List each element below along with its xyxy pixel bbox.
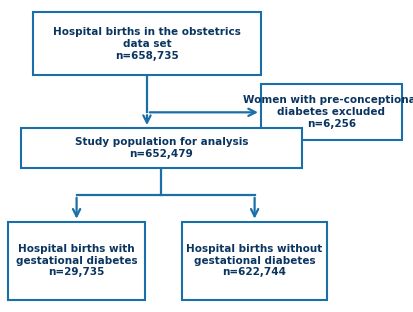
FancyBboxPatch shape [260,84,401,140]
Text: Hospital births without: Hospital births without [186,244,322,254]
Text: n=29,735: n=29,735 [48,267,104,277]
Text: diabetes excluded: diabetes excluded [277,107,384,117]
Text: Hospital births with: Hospital births with [18,244,135,254]
Text: Women with pre-conceptional: Women with pre-conceptional [242,95,413,105]
Text: Hospital births in the obstetrics: Hospital births in the obstetrics [53,27,240,37]
Text: n=6,256: n=6,256 [306,119,355,129]
Text: gestational diabetes: gestational diabetes [16,256,137,266]
Text: data set: data set [122,39,171,49]
FancyBboxPatch shape [182,222,326,300]
Text: n=652,479: n=652,479 [129,149,193,159]
Text: n=658,735: n=658,735 [115,51,178,61]
Text: gestational diabetes: gestational diabetes [193,256,315,266]
Text: n=622,744: n=622,744 [222,267,286,277]
FancyBboxPatch shape [21,128,301,168]
Text: Study population for analysis: Study population for analysis [74,137,248,147]
FancyBboxPatch shape [8,222,145,300]
FancyBboxPatch shape [33,12,260,75]
